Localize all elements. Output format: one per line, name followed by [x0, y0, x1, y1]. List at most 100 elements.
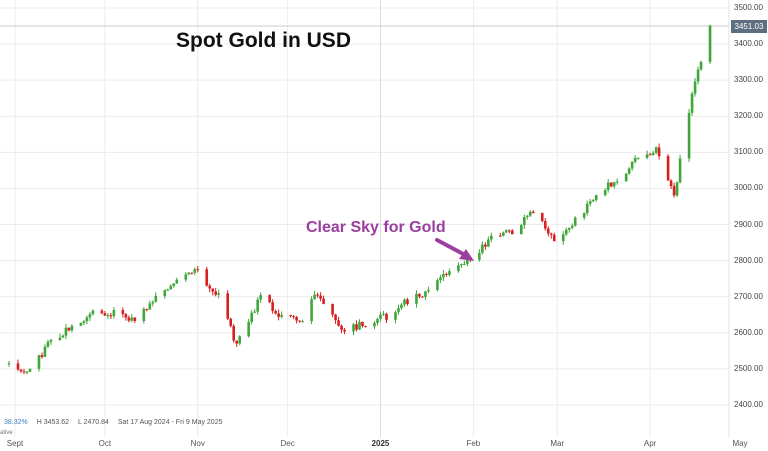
candle-down	[316, 294, 319, 296]
candle-up	[502, 232, 505, 236]
candle-down	[319, 295, 322, 299]
candle-down	[672, 186, 676, 196]
candle-up	[106, 315, 110, 317]
horizontal-gridlines	[0, 7, 729, 406]
candle-down	[208, 285, 212, 289]
candle-up	[151, 301, 155, 304]
candle-down	[445, 273, 448, 275]
y-tick-label: 3000.00	[734, 183, 763, 193]
y-tick-label: 3200.00	[734, 111, 763, 121]
x-tick-label: Oct	[98, 439, 112, 448]
candle-down	[100, 310, 104, 314]
y-tick-label: 2900.00	[734, 219, 763, 229]
candle-down	[546, 228, 550, 234]
candle-down	[196, 269, 200, 271]
candle-up	[582, 213, 586, 218]
y-tick-label: 3100.00	[734, 147, 763, 157]
candle-up	[154, 295, 158, 302]
candle-down	[133, 317, 137, 322]
candle-down	[648, 154, 652, 156]
candle-up	[564, 229, 568, 235]
date-range: Sat 17 Aug 2024 - Fri 9 May 2025	[117, 419, 223, 426]
candle-up	[612, 182, 616, 187]
candle-up	[636, 157, 640, 159]
candle-down	[298, 320, 301, 322]
candle-down	[22, 371, 26, 373]
last-price-badge: 3451.03	[731, 20, 767, 33]
candle-down	[214, 291, 218, 295]
candle-down	[540, 212, 544, 222]
candle-up	[397, 308, 400, 313]
candle-down	[549, 233, 553, 235]
candle-up	[166, 289, 170, 291]
candle-down	[331, 303, 334, 315]
y-tick-label: 3500.00	[734, 3, 763, 12]
candle-down	[277, 313, 280, 317]
candle-down	[531, 211, 535, 213]
candle-up	[130, 317, 134, 321]
candle-up	[505, 230, 508, 233]
chart-mode-label: ative	[0, 430, 13, 436]
candle-down	[361, 321, 364, 327]
candle-up	[520, 225, 523, 235]
candle-up	[687, 112, 691, 159]
candle-down	[406, 299, 409, 304]
y-tick-label: 2500.00	[734, 363, 763, 373]
candle-up	[645, 154, 649, 158]
candle-down	[289, 314, 292, 317]
x-tick-label: Nov	[190, 439, 205, 448]
candle-down	[340, 325, 343, 330]
candle-up	[280, 314, 283, 317]
candle-up	[148, 303, 152, 310]
candle-up	[400, 304, 403, 309]
candle-down	[268, 295, 271, 303]
candle-down	[421, 296, 424, 298]
candle-up	[627, 168, 631, 174]
candle-down	[19, 369, 23, 372]
candle-up	[570, 225, 574, 228]
candle-up	[481, 244, 484, 253]
arrow-shaft	[435, 238, 469, 258]
candle-down	[127, 317, 131, 321]
candle-up	[699, 61, 703, 70]
candle-up	[163, 289, 167, 296]
candle-down	[292, 316, 295, 318]
candle-up	[238, 336, 241, 344]
candle-up	[487, 239, 490, 247]
annotation-arrow	[435, 238, 474, 261]
candle-down	[511, 230, 514, 235]
x-tick-label: May	[732, 439, 748, 448]
chart-title: Spot Gold in USD	[176, 29, 351, 52]
candle-up	[37, 355, 41, 369]
candle-up	[654, 147, 658, 153]
candle-up	[82, 321, 86, 323]
candle-down	[657, 147, 661, 157]
arrow-head	[459, 249, 474, 261]
candle-up	[88, 314, 92, 318]
candle-up	[525, 215, 529, 218]
candle-up	[588, 201, 592, 204]
y-tick-label: 3400.00	[734, 39, 763, 49]
candle-down	[609, 182, 613, 187]
candle-down	[121, 310, 125, 315]
candle-up	[112, 310, 116, 317]
candle-down	[322, 298, 325, 304]
candle-down	[484, 244, 487, 247]
candle-up	[442, 273, 445, 278]
candle-up	[615, 181, 619, 183]
candle-down	[385, 313, 388, 320]
candle-down	[226, 293, 230, 319]
candle-up	[253, 311, 256, 313]
x-tick-label: Mar	[550, 439, 565, 448]
candle-up	[70, 325, 74, 331]
candle-up	[64, 327, 68, 336]
candle-up	[46, 341, 50, 347]
x-tick-label: Feb	[466, 439, 481, 448]
candle-up	[91, 310, 95, 315]
candle-up	[678, 158, 682, 183]
candle-up	[690, 93, 694, 113]
candle-down	[103, 313, 107, 316]
candle-up	[591, 200, 595, 202]
high-value: H 3453.62	[36, 419, 70, 426]
